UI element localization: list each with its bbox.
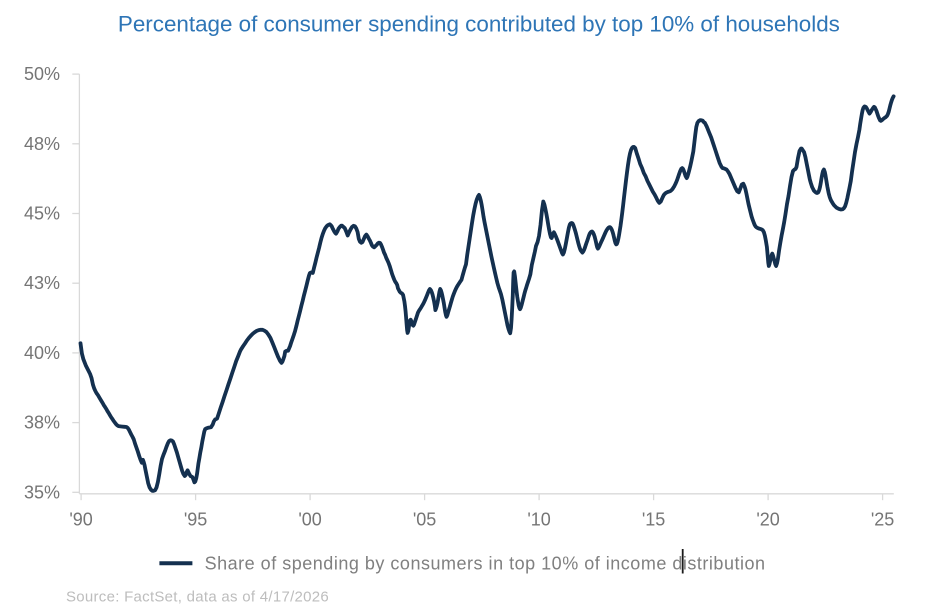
svg-text:48%: 48% xyxy=(24,134,60,154)
svg-text:'00: '00 xyxy=(298,510,321,530)
svg-text:'90: '90 xyxy=(69,510,92,530)
svg-text:Percentage of consumer spendin: Percentage of consumer spending contribu… xyxy=(118,11,840,36)
svg-text:40%: 40% xyxy=(24,343,60,363)
svg-text:'10: '10 xyxy=(527,510,550,530)
svg-text:'95: '95 xyxy=(184,510,207,530)
svg-text:Source: FactSet, data as of 4/: Source: FactSet, data as of 4/17/2026 xyxy=(66,589,329,606)
svg-text:38%: 38% xyxy=(24,413,60,433)
svg-text:50%: 50% xyxy=(24,64,60,84)
svg-text:43%: 43% xyxy=(24,273,60,293)
svg-text:'25: '25 xyxy=(871,510,894,530)
svg-text:45%: 45% xyxy=(24,204,60,224)
svg-text:'15: '15 xyxy=(642,510,665,530)
svg-text:'20: '20 xyxy=(756,510,779,530)
svg-text:Share of spending by consumers: Share of spending by consumers in top 10… xyxy=(205,554,766,574)
svg-text:35%: 35% xyxy=(24,482,60,502)
svg-text:'05: '05 xyxy=(413,510,436,530)
